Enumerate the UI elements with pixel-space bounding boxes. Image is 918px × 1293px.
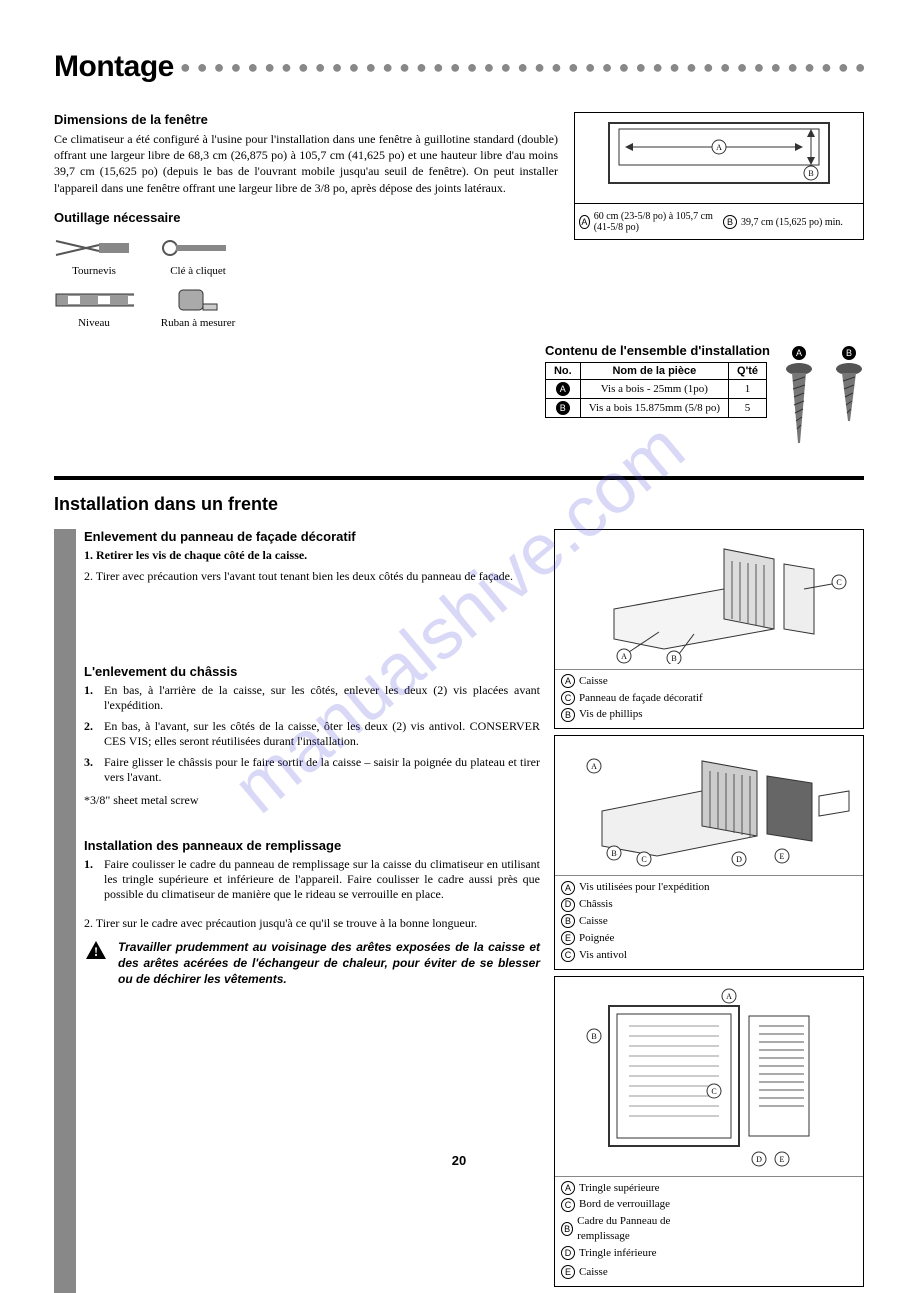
title-row: Montage ●●●●●●●●●●●●●●●●●●●●●●●●●●●●●●●●…: [54, 50, 864, 84]
svg-text:D: D: [736, 855, 742, 864]
dimensions-heading: Dimensions de la fenêtre: [54, 112, 558, 127]
leg3-b: Cadre du Panneau de remplissage: [577, 1214, 703, 1244]
chassis-step-2: En bas, à l'avant, sur les côtés de la c…: [104, 719, 540, 749]
kit-table: No. Nom de la pièce Q'té A Vis a bois - …: [545, 362, 767, 418]
tool-label: Tournevis: [54, 265, 134, 277]
chassis-footnote: *3/8" sheet metal screw: [84, 793, 540, 808]
kit-row-qty: 5: [729, 398, 767, 417]
svg-text:!: !: [94, 944, 98, 959]
figure-chassis: A B C D E A Vis utilisées pour l'expéditi…: [554, 735, 864, 969]
tool-ratchet: Clé à cliquet: [158, 231, 238, 277]
tool-label: Clé à cliquet: [158, 265, 238, 277]
svg-text:A: A: [621, 652, 627, 661]
svg-text:B: B: [611, 849, 616, 858]
leg2-e: Poignée: [579, 931, 614, 946]
dot-trail: ●●●●●●●●●●●●●●●●●●●●●●●●●●●●●●●●●●●●●●●●…: [180, 57, 864, 78]
panel-step-2: 2. Tirer avec précaution vers l'avant to…: [84, 569, 540, 584]
kit-col-name: Nom de la pièce: [580, 362, 728, 379]
chassis-heading: L'enlevement du châssis: [84, 664, 540, 679]
leg2-b: Caisse: [579, 914, 608, 929]
svg-text:B: B: [671, 654, 676, 663]
figure-panel-illus: A B C: [555, 530, 863, 670]
chassis-step-1: En bas, à l'arrière de la caisse, sur le…: [104, 683, 540, 713]
tool-level: Niveau: [54, 283, 134, 329]
leg3-c: Bord de verrouillage: [579, 1197, 670, 1212]
kit-row-label: B: [556, 401, 570, 415]
figure-filler: A B C D E ATringle supérieure CBord de v…: [554, 976, 864, 1287]
leg2-d: Châssis: [579, 897, 613, 912]
tool-label: Ruban à mesurer: [158, 317, 238, 329]
install-heading: Installation dans un frente: [54, 494, 864, 515]
kit-row-name: Vis a bois 15.875mm (5/8 po): [580, 398, 728, 417]
ratchet-icon: [158, 231, 238, 265]
leg2-c: Vis antivol: [579, 948, 627, 963]
svg-text:B: B: [591, 1032, 596, 1041]
leg-b: Vis de phillips: [579, 707, 643, 722]
svg-text:A: A: [591, 762, 597, 771]
caption-a-text: 60 cm (23-5/8 po) à 105,7 cm (41-5/8 po): [594, 211, 715, 233]
level-icon: [54, 283, 134, 317]
leg-c: Panneau de façade décoratif: [579, 691, 703, 706]
window-diagram: A B A 60 cm (23-5/8 po) à 105,7 cm (41-5…: [574, 112, 864, 240]
label-a: A: [579, 215, 590, 229]
leg3-e: Caisse: [579, 1265, 608, 1280]
panel-step-1-text: 1. Retirer les vis de chaque côté de la …: [84, 548, 307, 562]
tape-icon: [158, 283, 238, 317]
caption-b-text: 39,7 cm (15,625 po) min.: [741, 217, 843, 228]
screw-a-label: A: [792, 346, 806, 360]
tools-row-1: Tournevis Clé à cliquet: [54, 231, 558, 277]
chassis-steps: 1.En bas, à l'arrière de la caisse, sur …: [84, 683, 540, 785]
warning-text: Travailler prudemment au voisinage des a…: [118, 939, 540, 988]
tool-screwdriver: Tournevis: [54, 231, 134, 277]
figure-chassis-illus: A B C D E: [555, 736, 863, 876]
svg-text:B: B: [808, 169, 813, 178]
window-caption-a: A 60 cm (23-5/8 po) à 105,7 cm (41-5/8 p…: [575, 204, 719, 240]
page-title: Montage: [54, 50, 174, 84]
warning-block: ! Travailler prudemment au voisinage des…: [84, 939, 540, 988]
page-number: 20: [0, 1153, 918, 1168]
kit-row-label: A: [556, 382, 570, 396]
svg-text:A: A: [726, 992, 732, 1001]
screwdriver-icon: [54, 231, 134, 265]
filler-step-1: Faire coulisser le cadre du panneau de r…: [104, 857, 540, 902]
filler-heading: Installation des panneaux de remplissage: [84, 838, 540, 853]
svg-text:C: C: [836, 578, 841, 587]
dimensions-body: Ce climatiseur a été configuré à l'usine…: [54, 131, 558, 196]
kit-row-name: Vis a bois - 25mm (1po): [580, 379, 728, 398]
leg3-d: Tringle inférieure: [579, 1246, 657, 1261]
chassis-step-3: Faire glisser le châssis pour le faire s…: [104, 755, 540, 785]
section-divider: [54, 476, 864, 480]
panel-heading: Enlevement du panneau de façade décorati…: [84, 529, 540, 544]
kit-heading: Contenu de l'ensemble d'installation: [545, 343, 770, 358]
kit-row-qty: 1: [729, 379, 767, 398]
filler-steps: 1.Faire coulisser le cadre du panneau de…: [84, 857, 540, 902]
tool-tape: Ruban à mesurer: [158, 283, 238, 329]
window-illus: A B: [575, 113, 863, 203]
gray-sidebar: [54, 529, 76, 1293]
svg-text:C: C: [641, 855, 646, 864]
svg-text:A: A: [716, 143, 722, 152]
kit-col-no: No.: [545, 362, 580, 379]
svg-text:E: E: [780, 852, 785, 861]
tools-heading: Outillage nécessaire: [54, 210, 558, 225]
filler-step-2: 2. Tirer sur le cadre avec précaution ju…: [84, 916, 540, 931]
figure-filler-illus: A B C D E: [555, 977, 863, 1177]
screw-illustration: A B: [784, 343, 864, 456]
kit-col-qty: Q'té: [729, 362, 767, 379]
tool-label: Niveau: [54, 317, 134, 329]
svg-text:C: C: [711, 1087, 716, 1096]
panel-step-1: 1. Retirer les vis de chaque côté de la …: [84, 548, 540, 563]
leg-a: Caisse: [579, 674, 608, 689]
warning-icon: !: [84, 939, 108, 966]
window-caption-b: B 39,7 cm (15,625 po) min.: [719, 204, 863, 240]
screw-b-label: B: [842, 346, 856, 360]
leg2-a: Vis utilisées pour l'expédition: [579, 880, 710, 895]
label-b: B: [723, 215, 737, 229]
figure-panel: A B C A Caisse C Panneau de façade décorat…: [554, 529, 864, 730]
tools-row-2: Niveau Ruban à mesurer: [54, 283, 558, 329]
